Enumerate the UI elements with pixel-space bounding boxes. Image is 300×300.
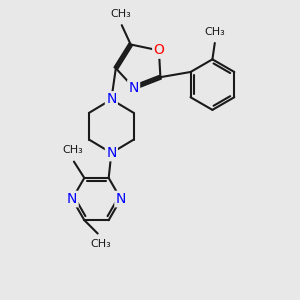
Text: N: N <box>106 146 116 160</box>
Text: N: N <box>116 192 126 206</box>
Text: N: N <box>106 92 116 106</box>
Text: CH₃: CH₃ <box>204 27 225 37</box>
Text: CH₃: CH₃ <box>90 239 111 250</box>
Text: CH₃: CH₃ <box>62 145 83 155</box>
Text: CH₃: CH₃ <box>110 9 131 19</box>
Text: O: O <box>154 44 164 57</box>
Text: N: N <box>67 192 77 206</box>
Text: N: N <box>128 81 139 94</box>
